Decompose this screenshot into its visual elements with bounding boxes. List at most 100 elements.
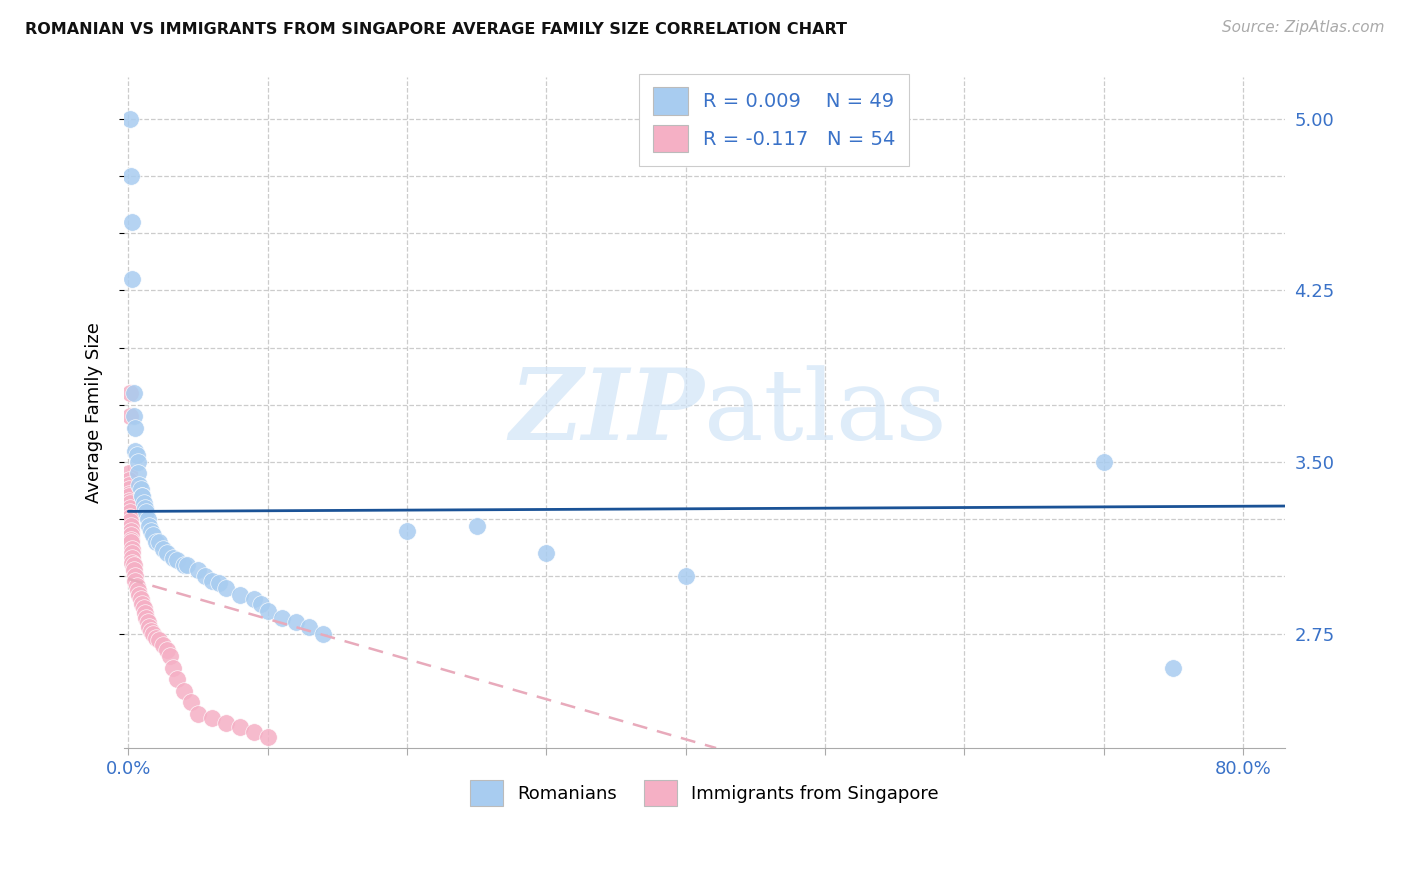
Point xyxy=(215,581,238,595)
Point xyxy=(256,604,278,618)
Point xyxy=(120,535,142,549)
Point xyxy=(162,661,184,675)
Point xyxy=(135,610,157,624)
Point xyxy=(201,574,224,588)
Point xyxy=(118,496,141,510)
Point xyxy=(166,673,188,687)
Point xyxy=(125,448,148,462)
Point xyxy=(131,489,153,503)
Point xyxy=(395,524,418,538)
Point xyxy=(136,615,159,629)
Point xyxy=(120,533,142,547)
Text: atlas: atlas xyxy=(704,365,948,460)
Point xyxy=(139,524,162,538)
Point xyxy=(145,535,167,549)
Point xyxy=(129,483,152,497)
Point xyxy=(122,386,145,401)
Point xyxy=(118,386,141,401)
Point xyxy=(166,553,188,567)
Point xyxy=(121,556,143,570)
Point xyxy=(120,509,142,524)
Point xyxy=(249,597,271,611)
Point xyxy=(118,487,141,501)
Point xyxy=(124,443,146,458)
Point xyxy=(159,649,181,664)
Point xyxy=(118,493,141,508)
Point xyxy=(142,528,165,542)
Point xyxy=(131,597,153,611)
Point xyxy=(127,455,149,469)
Point xyxy=(284,615,307,629)
Text: Source: ZipAtlas.com: Source: ZipAtlas.com xyxy=(1222,20,1385,35)
Point xyxy=(118,505,141,519)
Point xyxy=(1163,661,1185,675)
Point xyxy=(128,478,150,492)
Point xyxy=(118,489,141,503)
Point xyxy=(120,515,142,529)
Point xyxy=(176,558,198,572)
Point xyxy=(134,500,156,515)
Point xyxy=(152,541,174,556)
Point xyxy=(118,500,141,515)
Point xyxy=(117,467,139,481)
Point xyxy=(124,569,146,583)
Point xyxy=(122,558,145,572)
Point xyxy=(208,576,231,591)
Point xyxy=(194,569,217,583)
Point xyxy=(118,478,141,492)
Point xyxy=(121,214,143,228)
Point xyxy=(122,562,145,576)
Point xyxy=(229,721,252,735)
Point xyxy=(127,583,149,598)
Point xyxy=(131,489,153,503)
Point xyxy=(120,528,142,542)
Point xyxy=(129,592,152,607)
Point xyxy=(156,642,179,657)
Point xyxy=(298,620,321,634)
Point xyxy=(156,547,179,561)
Point xyxy=(121,547,143,561)
Point xyxy=(270,610,292,624)
Point xyxy=(145,631,167,645)
Point xyxy=(134,606,156,620)
Point xyxy=(118,112,141,126)
Point xyxy=(536,547,558,561)
Point xyxy=(152,638,174,652)
Point xyxy=(127,467,149,481)
Point xyxy=(120,169,142,183)
Point xyxy=(132,601,155,615)
Point xyxy=(120,524,142,538)
Point xyxy=(256,730,278,744)
Point xyxy=(138,620,160,634)
Point xyxy=(121,551,143,566)
Point xyxy=(229,588,252,602)
Y-axis label: Average Family Size: Average Family Size xyxy=(86,322,103,503)
Point xyxy=(180,695,202,709)
Point xyxy=(173,558,195,572)
Point xyxy=(120,519,142,533)
Point xyxy=(118,473,141,487)
Point xyxy=(125,578,148,592)
Point xyxy=(124,420,146,434)
Point xyxy=(148,633,170,648)
Point xyxy=(142,626,165,640)
Point xyxy=(242,725,264,739)
Point xyxy=(135,505,157,519)
Text: ROMANIAN VS IMMIGRANTS FROM SINGAPORE AVERAGE FAMILY SIZE CORRELATION CHART: ROMANIAN VS IMMIGRANTS FROM SINGAPORE AV… xyxy=(25,22,848,37)
Point xyxy=(465,519,488,533)
Point xyxy=(675,569,697,583)
Point xyxy=(138,519,160,533)
Point xyxy=(173,683,195,698)
Point xyxy=(132,496,155,510)
Point xyxy=(118,409,141,424)
Point xyxy=(139,624,162,639)
Point xyxy=(128,588,150,602)
Point xyxy=(122,409,145,424)
Point xyxy=(121,541,143,556)
Point xyxy=(187,706,209,721)
Point xyxy=(201,711,224,725)
Legend: Romanians, Immigrants from Singapore: Romanians, Immigrants from Singapore xyxy=(463,772,946,813)
Text: ZIP: ZIP xyxy=(509,365,704,461)
Point xyxy=(124,574,146,588)
Point xyxy=(118,483,141,497)
